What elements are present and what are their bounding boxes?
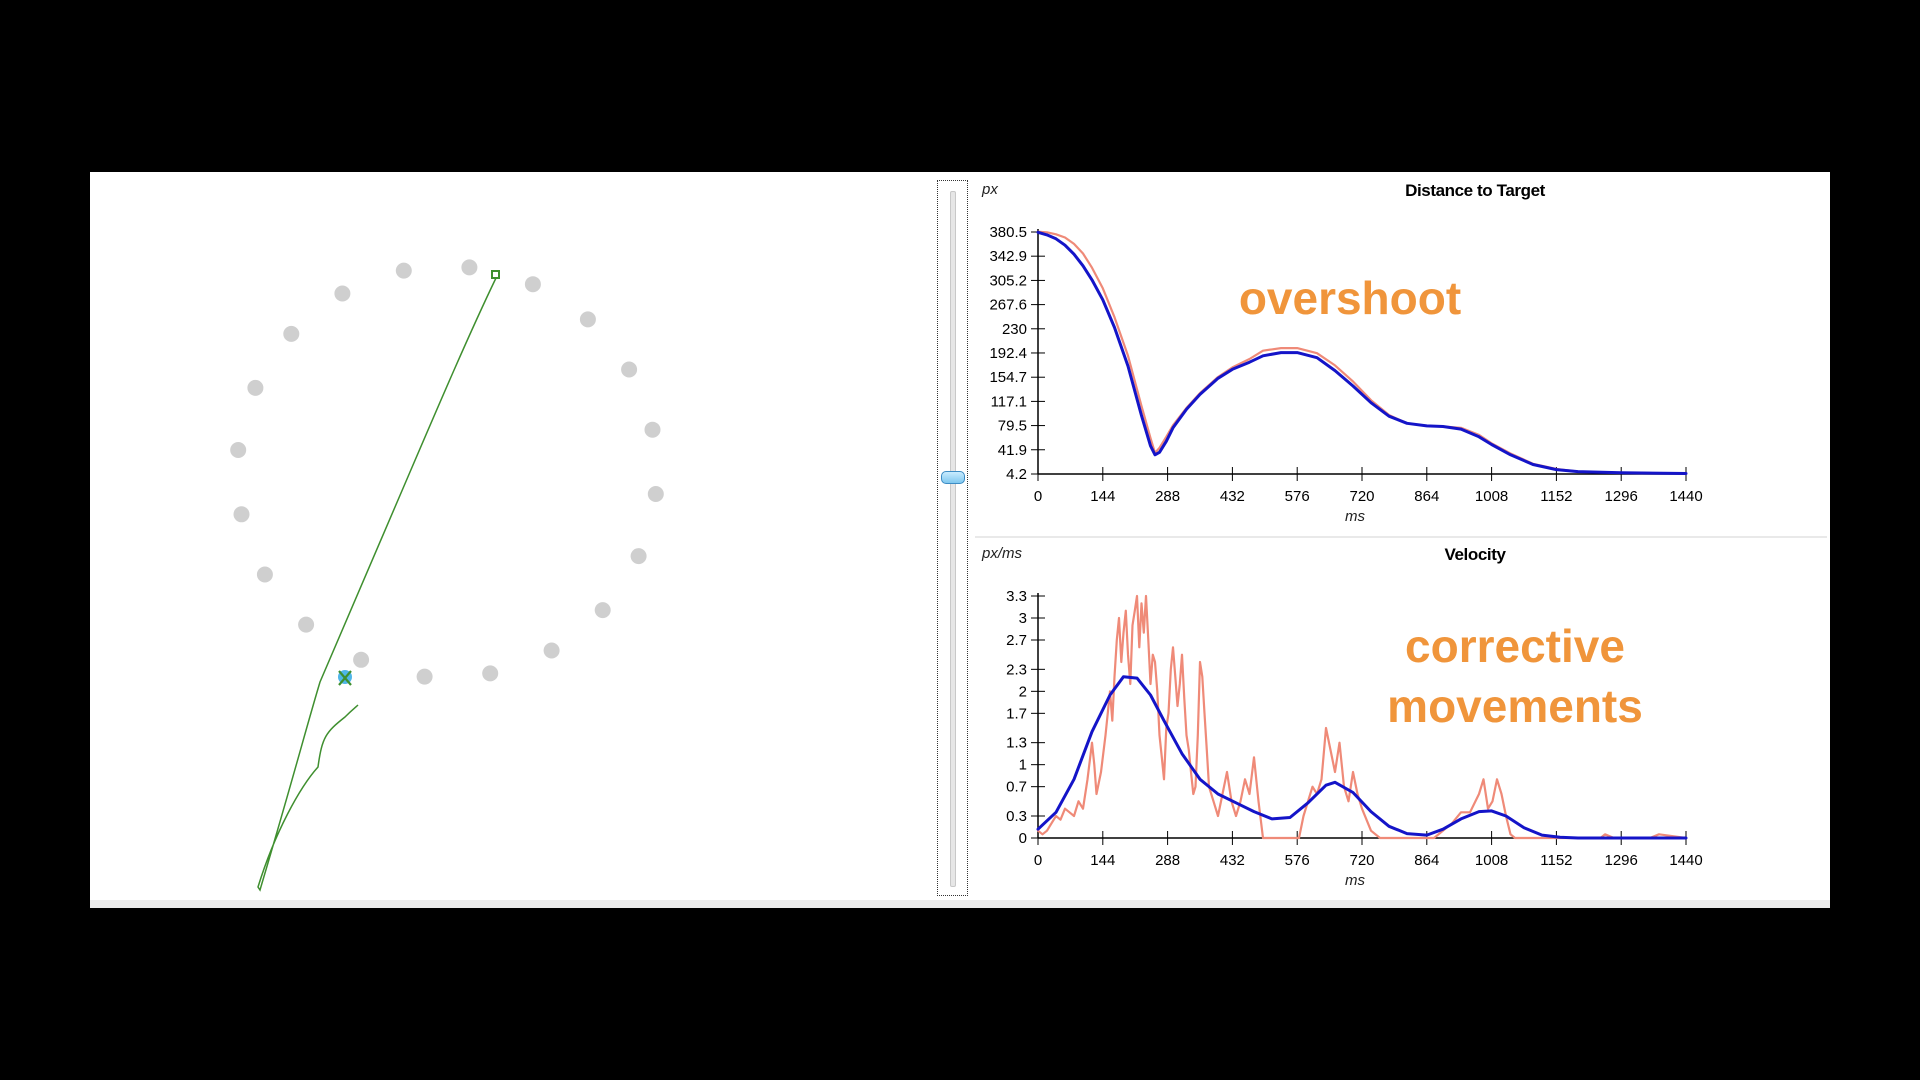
distance-x-tick-label: 720 [1349,488,1374,505]
time-slider[interactable] [937,180,968,896]
annotation-corrective-line1: corrective [1405,620,1625,672]
velocity-smoothed-series [1036,675,1688,840]
distance-y-tick-label: 192.4 [989,345,1027,362]
velocity-x-tick-label: 864 [1414,852,1439,869]
velocity-chart-panel: px/ms Velocity 0 0.3 0.7 1 1.3 1.7 2 2.3 2.7 3 3.3… [975,540,1830,900]
distance-chart: 4.2 41.9 79.5 117.1 154.7 192.4 230 267.6 305.2 3… [989,224,1702,505]
velocity-y-unit: px/ms [982,545,1023,562]
velocity-x-tick-label: 432 [1220,852,1245,869]
target-dot [630,548,647,565]
velocity-x-tick-label: 720 [1349,852,1374,869]
target-layout [230,259,664,892]
distance-y-tick-label: 267.6 [989,297,1027,314]
distance-y-tick-label: 154.7 [989,369,1027,386]
velocity-y-tick-label: 0.3 [1006,808,1027,825]
target-display-panel [90,172,930,900]
velocity-x-tick-label: 144 [1090,852,1115,869]
velocity-raw-series [1036,594,1688,840]
velocity-x-tick-label: 576 [1285,852,1310,869]
velocity-x-unit: ms [1345,872,1365,889]
distance-y-tick-label: 117.1 [991,393,1027,410]
velocity-y-tick-label: 2.3 [1006,661,1027,678]
target-dot [416,668,433,685]
cursor-trajectory [257,277,497,892]
velocity-chart-title: Velocity [1444,545,1506,564]
velocity-y-tick-label: 0.7 [1006,779,1027,796]
velocity-x-tick-label: 1008 [1475,852,1508,869]
velocity-x-tick-label: 1440 [1669,852,1702,869]
distance-y-unit: px [982,181,998,198]
distance-x-tick-label: 1008 [1475,488,1508,505]
distance-x-tick-label: 1152 [1540,488,1572,505]
distance-x-tick-label: 1440 [1669,488,1702,505]
velocity-y-tick-label: 2 [1019,683,1027,700]
target-dot [621,361,638,378]
distance-x-tick-label: 576 [1285,488,1310,505]
distance-x-unit: ms [1345,508,1365,525]
distance-x-tick-label: 864 [1414,488,1439,505]
velocity-y-tick-label: 3 [1019,610,1027,627]
target-ring [230,259,664,685]
annotation-corrective-movements: corrective movements [1255,616,1775,736]
slider-thumb[interactable] [941,470,965,484]
distance-chart-title: Distance to Target [1405,181,1545,200]
target-dot [461,259,478,276]
target-dot [256,566,273,583]
velocity-x-tick-label: 0 [1034,852,1042,869]
status-strip [90,900,1830,908]
distance-x-tick-label: 0 [1034,488,1042,505]
annotation-corrective-line2: movements [1387,680,1643,732]
target-dot [647,486,664,502]
target-dot [524,276,541,293]
velocity-y-tick-label: 1.7 [1006,705,1027,722]
velocity-y-tick-label: 1 [1019,757,1027,774]
start-square-icon [491,270,500,279]
target-dot [579,311,596,328]
distance-x-tick-label: 432 [1220,488,1245,505]
target-dot [230,442,247,458]
distance-x-tick-label: 144 [1090,488,1115,505]
distance-chart-panel: px Distance to Target 4.2 41.9 79.5 117.1 15… [975,176,1830,536]
velocity-y-tick-label: 3.3 [1006,588,1027,605]
target-dot [298,616,315,633]
distance-y-tick-label: 305.2 [989,272,1027,289]
app-window: px Distance to Target 4.2 41.9 79.5 117.1 15… [90,172,1830,908]
velocity-x-tick-label: 1296 [1605,852,1638,869]
target-dot [353,651,370,668]
velocity-y-tick-label: 0 [1019,830,1027,847]
distance-x-tick-label: 1296 [1605,488,1638,505]
velocity-x-tick-label: 1152 [1540,852,1572,869]
target-dot [395,262,412,279]
velocity-y-tick-label: 1.3 [1006,735,1027,752]
target-dot [594,602,611,619]
distance-y-tick-label: 230 [1002,321,1027,338]
velocity-chart: 0 0.3 0.7 1 1.3 1.7 2 2.3 2.7 3 3.3 0 144 288 432 576 72… [1006,588,1703,869]
distance-y-tick-label: 41.9 [998,442,1027,459]
distance-y-tick-label: 4.2 [1006,466,1027,483]
velocity-x-tick-label: 288 [1155,852,1180,869]
target-dot [233,506,250,523]
distance-y-tick-label: 79.5 [998,418,1027,435]
target-dot [334,285,351,302]
target-dot [283,325,300,342]
distance-y-tick-label: 380.5 [989,224,1027,241]
distance-y-tick-label: 342.9 [989,248,1027,265]
distance-x-tick-label: 288 [1155,488,1180,505]
target-dot [247,379,264,396]
end-cross-icon [338,670,352,686]
chart-divider [975,536,1827,538]
target-dot [543,642,560,659]
slider-track[interactable] [950,191,956,887]
annotation-overshoot: overshoot [1238,272,1462,324]
distance-smoothed-series [1036,230,1688,475]
target-dot [644,421,661,438]
velocity-y-tick-label: 2.7 [1006,632,1027,649]
target-dot [482,665,499,682]
